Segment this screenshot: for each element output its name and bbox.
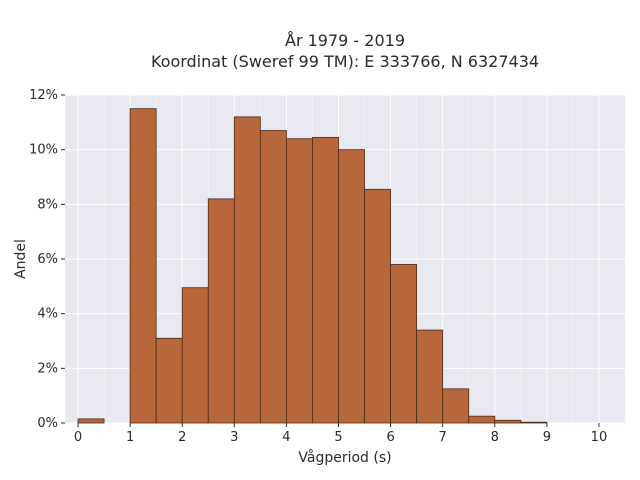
x-tick-label: 0 (74, 430, 82, 445)
x-tick-label: 10 (591, 430, 608, 445)
y-tick-label: 12% (29, 88, 58, 103)
histogram-bar (312, 136, 339, 424)
histogram-bar (442, 388, 470, 424)
histogram-bar (416, 329, 444, 424)
x-tick-label: 5 (334, 430, 342, 445)
y-tick-label: 2% (37, 361, 58, 376)
histogram-bar (494, 419, 522, 424)
chart-subtitle: Koordinat (Sweref 99 TM): E 333766, N 63… (151, 52, 539, 71)
histogram-bar (285, 138, 313, 424)
histogram-bar (207, 198, 235, 424)
chart-title: År 1979 - 2019 (285, 31, 405, 50)
histogram-bar (468, 415, 496, 424)
y-tick-label: 8% (37, 197, 58, 212)
y-tick-label: 6% (37, 252, 58, 267)
histogram-bar (520, 421, 548, 424)
histogram-bar (129, 108, 157, 424)
x-tick-label: 2 (178, 430, 186, 445)
y-axis-label: Andel (13, 239, 29, 279)
x-axis-label: Vågperiod (s) (298, 449, 391, 466)
histogram-bar (181, 287, 209, 424)
histogram-bar (77, 418, 105, 424)
x-tick-label: 1 (126, 430, 134, 445)
x-tick-label: 4 (282, 430, 290, 445)
y-tick-label: 4% (37, 307, 58, 322)
histogram-bar (155, 337, 183, 424)
x-tick-label: 9 (543, 430, 551, 445)
histogram-bar (338, 149, 365, 424)
x-tick-label: 6 (386, 430, 394, 445)
y-tick-label: 10% (29, 143, 58, 158)
histogram-bar (259, 130, 287, 424)
y-tick-label: 0% (37, 416, 58, 431)
x-tick-label: 7 (439, 430, 447, 445)
histogram-bar (390, 264, 418, 424)
x-tick-label: 8 (491, 430, 499, 445)
x-tick-label: 3 (230, 430, 238, 445)
histogram-bar (233, 116, 261, 424)
histogram-bar (364, 188, 391, 424)
